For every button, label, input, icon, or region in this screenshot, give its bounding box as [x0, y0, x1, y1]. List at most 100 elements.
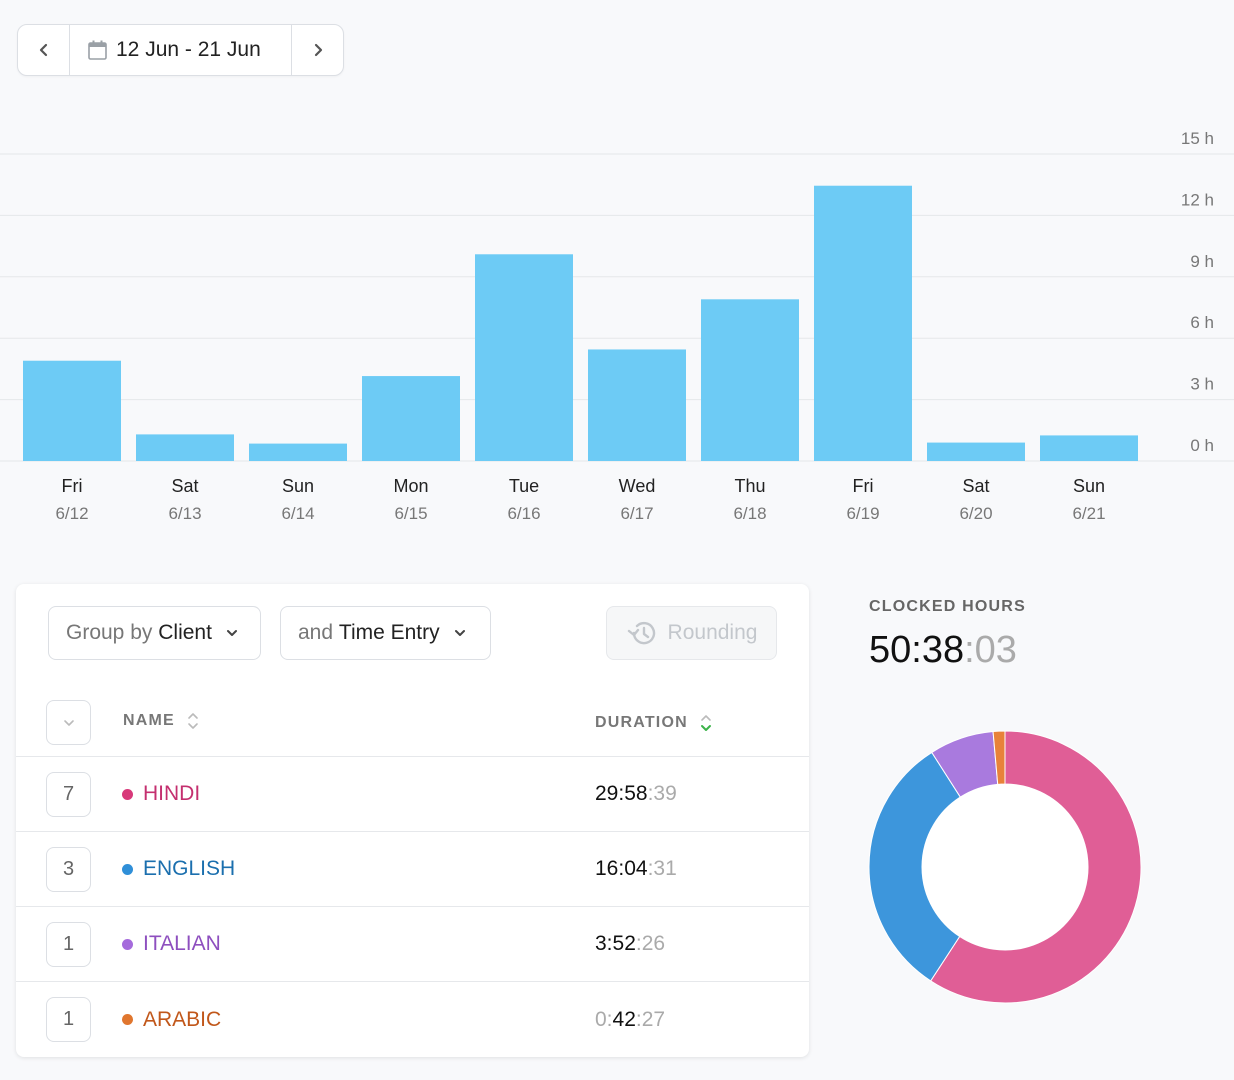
client-label: ARABIC: [143, 1007, 222, 1031]
x-tick-date-label: 6/15: [394, 504, 427, 523]
sub-group-value: Time Entry: [338, 621, 440, 644]
previous-range-button[interactable]: [18, 25, 70, 75]
date-range-label: 12 Jun - 21 Jun: [116, 38, 261, 61]
x-tick-day-label: Wed: [619, 476, 656, 496]
y-tick-label: 15 h: [1181, 129, 1214, 148]
chevron-left-icon: [39, 43, 47, 57]
table-row[interactable]: 3 ENGLISH 16:04:31: [16, 832, 809, 907]
entry-count-badge[interactable]: 1: [46, 997, 91, 1042]
history-icon: [627, 621, 655, 645]
y-tick-label: 12 h: [1181, 190, 1214, 209]
client-color-dot: [122, 938, 133, 950]
x-tick-day-label: Sun: [282, 476, 314, 496]
rounding-label: Rounding: [667, 621, 758, 644]
client-color-dot: [122, 788, 133, 800]
client-name[interactable]: ITALIAN: [122, 932, 221, 956]
sub-group-prefix: and: [298, 621, 334, 644]
x-tick-date-label: 6/19: [846, 504, 879, 523]
bar[interactable]: [927, 442, 1025, 461]
client-color-dot: [122, 863, 133, 875]
x-tick-date-label: 6/17: [620, 504, 653, 523]
entry-count-badge[interactable]: 3: [46, 846, 91, 892]
y-tick-label: 0 h: [1190, 436, 1214, 455]
duration-seconds: :31: [647, 857, 677, 880]
clocked-hours-main: 50:38: [869, 629, 965, 671]
group-by-prefix: Group by: [66, 621, 153, 644]
calendar-icon: [88, 40, 107, 60]
bar[interactable]: [136, 434, 234, 461]
duration-main: 29:58: [595, 782, 648, 805]
x-tick-date-label: 6/12: [55, 504, 88, 523]
client-label: ITALIAN: [143, 932, 221, 955]
bar[interactable]: [814, 185, 912, 461]
client-color-dot: [122, 1014, 133, 1025]
duration-value: 29:58:39: [595, 782, 677, 806]
bar[interactable]: [23, 360, 121, 461]
daily-hours-bar-chart: 0 h 3 h 6 h 9 h 12 h 15 h Fri 6/12 Sat 6/13 Sun 6/1…: [0, 129, 1234, 523]
entry-count-badge[interactable]: 7: [46, 771, 91, 817]
bar[interactable]: [588, 349, 686, 461]
bar[interactable]: [1040, 435, 1138, 461]
x-tick-day-label: Fri: [853, 476, 874, 496]
table-row[interactable]: 1 ARABIC 0:42:27: [16, 982, 809, 1057]
x-tick-day-label: Sat: [171, 476, 198, 496]
client-share-donut-chart: [868, 730, 1142, 1004]
y-tick-label: 6 h: [1190, 313, 1214, 332]
sort-icon: [188, 713, 198, 729]
group-by-value: Client: [158, 621, 212, 644]
duration-main: 42: [612, 1007, 636, 1031]
name-column-header[interactable]: NAME: [123, 711, 199, 731]
x-tick-day-label: Fri: [62, 476, 83, 496]
bar[interactable]: [362, 376, 460, 461]
entry-count-badge[interactable]: 1: [46, 921, 91, 967]
group-by-dropdown[interactable]: Group by Client: [48, 606, 261, 660]
chevron-down-icon: [226, 629, 238, 637]
client-name[interactable]: ARABIC: [122, 1008, 221, 1032]
chevron-right-icon: [314, 43, 322, 57]
x-tick-day-label: Sat: [962, 476, 989, 496]
table-row[interactable]: 1 ITALIAN 3:52:26: [16, 907, 809, 982]
duration-value: 0:42:27: [595, 1008, 665, 1032]
clocked-hours-title: CLOCKED HOURS: [869, 598, 1026, 615]
x-tick-day-label: Tue: [509, 476, 539, 496]
duration-main: 3:52: [595, 932, 636, 955]
x-tick-date-label: 6/21: [1072, 504, 1105, 523]
x-tick-date-label: 6/20: [959, 504, 992, 523]
name-header-label: NAME: [123, 712, 175, 729]
x-tick-date-label: 6/18: [733, 504, 766, 523]
expand-all-toggle[interactable]: [46, 700, 91, 745]
clients-table-card: Group by Client and Time Entry Rounding …: [16, 584, 809, 1057]
duration-header-label: DURATION: [595, 714, 688, 731]
duration-hours: 0:: [595, 1007, 613, 1031]
duration-seconds: :39: [647, 782, 677, 805]
x-tick-day-label: Sun: [1073, 476, 1105, 496]
client-name[interactable]: HINDI: [122, 782, 200, 806]
clocked-hours-value: 50:38:03: [869, 629, 1017, 672]
x-tick-day-label: Thu: [734, 476, 765, 496]
duration-seconds: :27: [635, 1007, 666, 1031]
client-label: HINDI: [143, 782, 201, 805]
x-tick-date-label: 6/16: [507, 504, 540, 523]
date-range-button[interactable]: 12 Jun - 21 Jun: [70, 25, 291, 75]
chevron-down-icon: [454, 629, 466, 637]
bar[interactable]: [701, 299, 799, 461]
next-range-button[interactable]: [291, 25, 343, 75]
table-row[interactable]: 7 HINDI 29:58:39: [16, 757, 809, 832]
duration-column-header[interactable]: DURATION: [595, 713, 712, 733]
table-header: NAME DURATION: [16, 700, 809, 757]
bar[interactable]: [475, 254, 573, 461]
sort-descending-icon: [700, 715, 711, 731]
duration-seconds: :26: [635, 932, 666, 955]
rounding-button[interactable]: Rounding: [606, 606, 777, 660]
duration-value: 3:52:26: [595, 932, 665, 956]
x-tick-date-label: 6/14: [281, 504, 314, 523]
client-name[interactable]: ENGLISH: [122, 857, 235, 881]
x-tick-date-label: 6/13: [168, 504, 201, 523]
y-tick-label: 9 h: [1190, 252, 1214, 271]
bar[interactable]: [249, 443, 347, 461]
sub-group-dropdown[interactable]: and Time Entry: [280, 606, 491, 660]
donut-hole: [922, 784, 1088, 950]
clocked-hours-seconds: :03: [964, 629, 1017, 671]
client-label: ENGLISH: [143, 857, 236, 880]
y-tick-label: 3 h: [1190, 375, 1214, 394]
